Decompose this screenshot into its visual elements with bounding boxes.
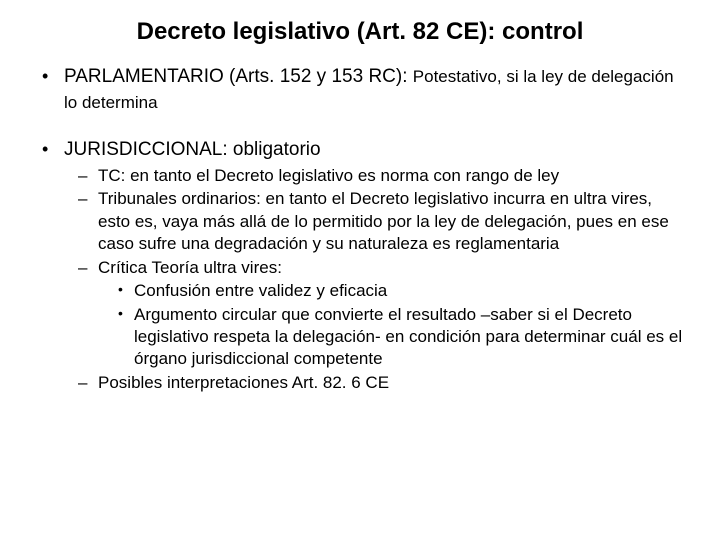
item-lead: JURISDICCIONAL: obligatorio <box>64 139 321 160</box>
sub-sub-list: Confusión entre validez y eficacia Argum… <box>116 280 684 371</box>
list-item: TC: en tanto el Decreto legislativo es n… <box>78 165 684 187</box>
list-item: Confusión entre validez y eficacia <box>116 280 684 302</box>
list-item: Tribunales ordinarios: en tanto el Decre… <box>78 188 684 255</box>
slide-title: Decreto legislativo (Art. 82 CE): contro… <box>36 18 684 46</box>
slide: Decreto legislativo (Art. 82 CE): contro… <box>0 0 720 540</box>
bullet-list: PARLAMENTARIO (Arts. 152 y 153 RC): Pote… <box>36 64 684 394</box>
list-item: JURISDICCIONAL: obligatorio TC: en tanto… <box>36 137 684 394</box>
item-text: Posibles interpretaciones Art. 82. 6 CE <box>98 373 389 392</box>
item-text: Tribunales ordinarios: en tanto el Decre… <box>98 189 669 253</box>
item-text: Confusión entre validez y eficacia <box>134 281 387 300</box>
item-text: Crítica Teoría ultra vires: <box>98 258 282 277</box>
list-item: Posibles interpretaciones Art. 82. 6 CE <box>78 372 684 394</box>
list-item: PARLAMENTARIO (Arts. 152 y 153 RC): Pote… <box>36 64 684 115</box>
item-text: Argumento circular que convierte el resu… <box>134 305 682 369</box>
list-item: Argumento circular que convierte el resu… <box>116 304 684 371</box>
list-item: Crítica Teoría ultra vires: Confusión en… <box>78 257 684 371</box>
sub-list: TC: en tanto el Decreto legislativo es n… <box>78 165 684 394</box>
item-text: TC: en tanto el Decreto legislativo es n… <box>98 166 559 185</box>
item-lead: PARLAMENTARIO (Arts. 152 y 153 RC): <box>64 66 413 87</box>
